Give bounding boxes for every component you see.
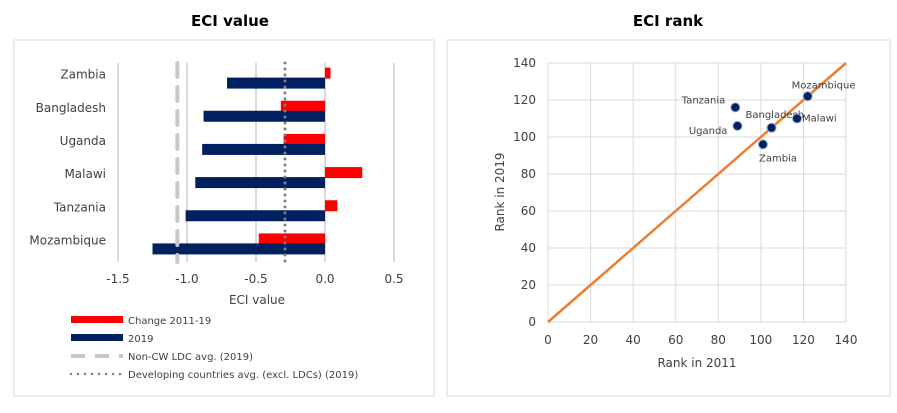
scatter-y-tick-label: 100 xyxy=(513,130,536,144)
bar-change-2011-19 xyxy=(325,200,338,212)
scatter-point xyxy=(802,91,813,102)
bar-category-label: Bangladesh xyxy=(36,101,106,115)
scatter-y-axis-label: Rank in 2019 xyxy=(493,152,507,231)
legend-swatch-change xyxy=(71,316,123,323)
scatter-y-tick-label: 20 xyxy=(521,278,536,292)
scatter-point xyxy=(766,122,777,133)
bar-category-label: Malawi xyxy=(64,167,106,181)
bar-2019 xyxy=(227,77,325,89)
eci-value-title: ECI value xyxy=(191,12,269,30)
scatter-point xyxy=(730,102,741,113)
bar-category-label: Uganda xyxy=(60,134,106,148)
bar-x-tick-label: -1.0 xyxy=(175,272,198,286)
legend-swatch-2019 xyxy=(71,334,123,341)
bar-2019 xyxy=(202,143,325,155)
legend-label-change: Change 2011-19 xyxy=(128,316,211,327)
scatter-point xyxy=(757,139,768,150)
bar-x-tick-label: 0.0 xyxy=(315,272,334,286)
bar-2019 xyxy=(203,110,325,122)
scatter-point-label: Tanzania xyxy=(681,95,726,106)
scatter-x-tick-label: 120 xyxy=(792,333,815,347)
scatter-x-tick-label: 80 xyxy=(711,333,726,347)
legend-label-developing: Developing countries avg. (excl. LDCs) (… xyxy=(128,370,358,381)
left-panel-border xyxy=(13,39,435,397)
scatter-point-label: Malawi xyxy=(802,114,837,125)
legend-label-non-cw: Non-CW LDC avg. (2019) xyxy=(128,352,253,363)
bar-x-axis-label: ECI value xyxy=(229,293,285,307)
scatter-y-tick-label: 120 xyxy=(513,93,536,107)
bar-change-2011-19 xyxy=(325,167,363,179)
scatter-point xyxy=(732,120,743,131)
scatter-x-tick-label: 0 xyxy=(544,333,552,347)
scatter-x-tick-label: 20 xyxy=(583,333,598,347)
bar-x-tick-label: -0.5 xyxy=(244,272,267,286)
diagonal-line xyxy=(547,62,847,323)
bar-2019 xyxy=(195,177,325,189)
bar-category-label: Tanzania xyxy=(53,200,106,214)
scatter-point xyxy=(792,113,803,124)
scatter-y-tick-label: 40 xyxy=(521,241,536,255)
scatter-x-tick-label: 40 xyxy=(626,333,641,347)
scatter-x-tick-label: 100 xyxy=(749,333,772,347)
bar-category-label: Mozambique xyxy=(29,233,106,247)
legend-label-2019: 2019 xyxy=(128,334,153,345)
right-panel-border xyxy=(446,39,891,397)
scatter-point-label: Bangladesh xyxy=(746,110,805,121)
scatter-x-axis-label: Rank in 2011 xyxy=(657,356,736,370)
scatter-x-tick-label: 60 xyxy=(668,333,683,347)
scatter-y-tick-label: 0 xyxy=(528,315,536,329)
eci-rank-title: ECI rank xyxy=(633,12,704,30)
scatter-x-tick-label: 140 xyxy=(835,333,858,347)
bar-2019 xyxy=(152,243,325,255)
bar-change-2011-19 xyxy=(280,100,325,112)
bar-change-2011-19 xyxy=(283,133,325,145)
scatter-point-label: Zambia xyxy=(759,153,797,164)
bar-x-tick-label: -1.5 xyxy=(106,272,129,286)
bar-2019 xyxy=(185,210,325,222)
scatter-y-tick-label: 80 xyxy=(521,167,536,181)
scatter-point-label: Mozambique xyxy=(792,80,856,91)
bar-category-label: Zambia xyxy=(60,68,106,82)
bar-x-tick-label: 0.5 xyxy=(384,272,403,286)
scatter-y-tick-label: 140 xyxy=(513,56,536,70)
scatter-point-label: Uganda xyxy=(689,126,728,137)
bar-change-2011-19 xyxy=(258,233,325,245)
bar-change-2011-19 xyxy=(325,67,331,79)
scatter-y-tick-label: 60 xyxy=(521,204,536,218)
